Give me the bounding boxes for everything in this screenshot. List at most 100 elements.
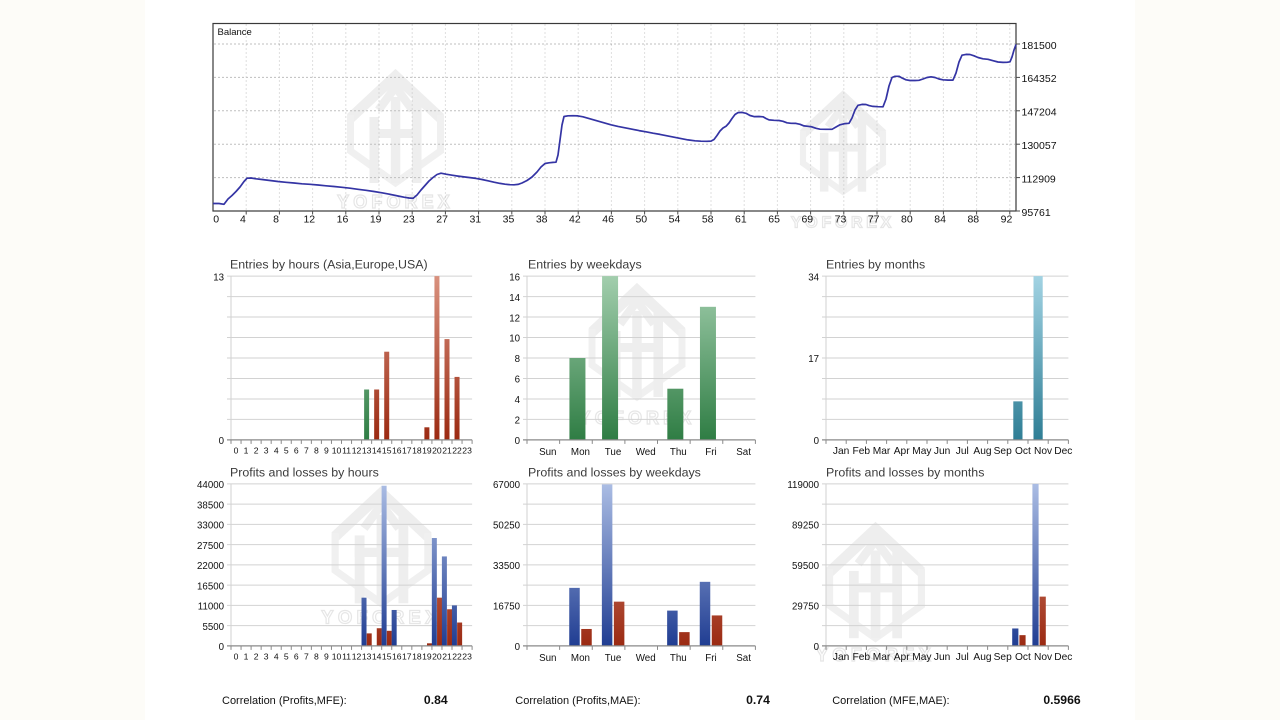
svg-text:May: May [912, 652, 932, 663]
svg-text:0: 0 [213, 213, 219, 225]
svg-text:14: 14 [372, 651, 382, 661]
svg-text:6: 6 [294, 445, 299, 455]
svg-text:10: 10 [509, 334, 520, 345]
svg-text:Mon: Mon [571, 653, 590, 664]
svg-text:23: 23 [462, 445, 472, 455]
svg-text:5: 5 [284, 445, 289, 455]
svg-text:Sun: Sun [539, 653, 556, 664]
svg-text:11: 11 [342, 651, 351, 661]
svg-text:8: 8 [273, 213, 279, 225]
svg-text:Thu: Thu [670, 447, 687, 458]
svg-text:Profits and losses by weekdays: Profits and losses by weekdays [528, 465, 701, 479]
svg-text:17: 17 [808, 354, 819, 365]
svg-text:80: 80 [901, 213, 913, 225]
svg-text:54: 54 [669, 213, 681, 225]
svg-text:21: 21 [442, 651, 452, 661]
svg-text:Correlation (MFE,MAE):: Correlation (MFE,MAE): [832, 695, 949, 707]
svg-text:Wed: Wed [636, 447, 656, 458]
svg-text:8: 8 [515, 354, 520, 365]
svg-text:Mar: Mar [873, 446, 891, 457]
svg-text:42: 42 [569, 213, 581, 225]
svg-text:Jun: Jun [934, 652, 950, 663]
svg-text:22: 22 [452, 651, 462, 661]
svg-text:29750: 29750 [792, 602, 820, 613]
svg-text:58: 58 [702, 213, 714, 225]
svg-text:Oct: Oct [1015, 446, 1031, 457]
svg-text:0.84: 0.84 [424, 693, 448, 707]
svg-text:0: 0 [515, 642, 521, 653]
svg-text:61: 61 [735, 213, 747, 225]
svg-text:89250: 89250 [792, 521, 820, 532]
svg-text:12: 12 [352, 651, 362, 661]
svg-text:88: 88 [967, 213, 979, 225]
svg-text:46: 46 [602, 213, 614, 225]
svg-text:Tue: Tue [605, 447, 622, 458]
svg-text:34: 34 [808, 272, 819, 283]
svg-text:10: 10 [332, 651, 342, 661]
svg-text:Nov: Nov [1034, 446, 1053, 457]
svg-text:23: 23 [462, 651, 472, 661]
svg-text:2: 2 [515, 416, 520, 427]
svg-text:6: 6 [515, 375, 520, 386]
svg-text:YOFOREX: YOFOREX [337, 192, 454, 212]
svg-text:13: 13 [213, 272, 224, 283]
svg-text:19: 19 [422, 651, 432, 661]
svg-text:4: 4 [274, 445, 279, 455]
svg-text:84: 84 [934, 213, 946, 225]
svg-text:5500: 5500 [202, 622, 224, 633]
svg-text:Sep: Sep [994, 446, 1012, 457]
svg-text:11000: 11000 [198, 602, 225, 613]
svg-text:1: 1 [244, 445, 249, 455]
svg-text:16: 16 [392, 651, 402, 661]
svg-text:17: 17 [402, 651, 412, 661]
svg-text:59500: 59500 [792, 561, 820, 572]
svg-text:Feb: Feb [853, 446, 871, 457]
svg-text:Entries by months: Entries by months [826, 258, 925, 272]
svg-text:38: 38 [536, 213, 548, 225]
svg-text:73: 73 [835, 213, 847, 225]
svg-text:2: 2 [254, 445, 259, 455]
svg-text:Dec: Dec [1054, 652, 1072, 663]
svg-text:0: 0 [814, 642, 820, 653]
svg-text:77: 77 [868, 213, 880, 225]
svg-text:0.5966: 0.5966 [1043, 693, 1080, 707]
svg-text:Mar: Mar [873, 652, 891, 663]
svg-text:0: 0 [515, 436, 521, 447]
svg-text:YOFOREX: YOFOREX [321, 607, 442, 628]
svg-text:19: 19 [370, 213, 382, 225]
svg-text:16750: 16750 [493, 602, 521, 613]
svg-text:22000: 22000 [197, 561, 225, 572]
svg-text:Jul: Jul [956, 446, 969, 457]
svg-text:11: 11 [342, 445, 351, 455]
svg-text:22: 22 [452, 445, 462, 455]
svg-text:13: 13 [362, 651, 372, 661]
svg-text:4: 4 [274, 651, 279, 661]
svg-text:19: 19 [422, 445, 432, 455]
svg-text:9: 9 [324, 445, 329, 455]
svg-text:65: 65 [768, 213, 780, 225]
svg-text:Sat: Sat [736, 447, 751, 458]
svg-text:0.74: 0.74 [746, 693, 770, 707]
svg-text:31: 31 [469, 213, 481, 225]
svg-text:23: 23 [403, 213, 415, 225]
svg-text:Fri: Fri [705, 653, 716, 664]
svg-text:Entries by hours (Asia,Europe,: Entries by hours (Asia,Europe,USA) [230, 258, 428, 272]
svg-text:67000: 67000 [493, 480, 521, 491]
svg-text:Jun: Jun [934, 446, 950, 457]
svg-text:7: 7 [304, 651, 309, 661]
svg-text:15: 15 [382, 651, 392, 661]
svg-text:Jan: Jan [833, 446, 849, 457]
svg-text:4: 4 [240, 213, 246, 225]
svg-text:27: 27 [436, 213, 448, 225]
svg-text:33000: 33000 [197, 521, 225, 532]
svg-text:147204: 147204 [1022, 107, 1057, 119]
svg-text:YOFOREX: YOFOREX [816, 644, 935, 665]
svg-text:Jul: Jul [956, 652, 969, 663]
svg-text:27500: 27500 [197, 541, 225, 552]
svg-text:164352: 164352 [1022, 73, 1057, 85]
svg-text:2: 2 [254, 651, 259, 661]
svg-text:12: 12 [509, 313, 520, 324]
svg-text:Aug: Aug [973, 446, 991, 457]
svg-text:1: 1 [244, 651, 249, 661]
svg-text:119000: 119000 [787, 480, 819, 491]
